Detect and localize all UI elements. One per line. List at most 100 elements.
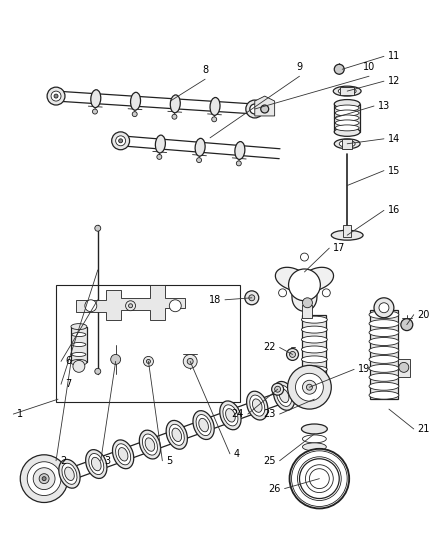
Circle shape (183, 354, 197, 368)
Text: 13: 13 (378, 101, 390, 111)
Text: 16: 16 (388, 205, 400, 215)
Circle shape (237, 161, 241, 166)
Circle shape (246, 100, 264, 118)
Ellipse shape (195, 139, 205, 156)
Ellipse shape (139, 430, 161, 459)
Circle shape (129, 304, 133, 308)
Ellipse shape (369, 346, 399, 354)
Ellipse shape (247, 391, 268, 420)
Ellipse shape (333, 86, 361, 96)
Ellipse shape (142, 434, 158, 455)
Ellipse shape (71, 324, 87, 329)
Ellipse shape (301, 316, 327, 323)
Ellipse shape (301, 356, 327, 363)
Circle shape (401, 319, 413, 330)
Ellipse shape (304, 376, 318, 397)
Ellipse shape (89, 454, 104, 474)
Ellipse shape (369, 337, 399, 345)
Ellipse shape (72, 352, 86, 357)
Circle shape (95, 225, 101, 231)
Polygon shape (276, 267, 334, 311)
Circle shape (116, 136, 126, 146)
Bar (71, 327, 87, 362)
Text: 24: 24 (231, 409, 244, 419)
Ellipse shape (65, 467, 74, 480)
Circle shape (290, 449, 349, 508)
Bar (56, 285, 240, 402)
Text: 17: 17 (333, 243, 346, 253)
Ellipse shape (193, 410, 214, 440)
Ellipse shape (339, 140, 355, 147)
Ellipse shape (306, 379, 316, 393)
Bar (340, 87, 354, 95)
Circle shape (187, 358, 193, 365)
Text: 10: 10 (363, 62, 375, 72)
Circle shape (20, 455, 68, 503)
Ellipse shape (62, 463, 77, 484)
Ellipse shape (145, 438, 155, 451)
Ellipse shape (131, 92, 141, 110)
Ellipse shape (199, 418, 208, 432)
Text: 7: 7 (65, 379, 71, 389)
Ellipse shape (301, 376, 327, 383)
Ellipse shape (169, 424, 184, 446)
Ellipse shape (223, 405, 238, 426)
Ellipse shape (335, 120, 359, 126)
Circle shape (73, 360, 85, 373)
Circle shape (95, 368, 101, 374)
Ellipse shape (335, 105, 359, 111)
Circle shape (275, 386, 281, 392)
Ellipse shape (91, 90, 101, 108)
Circle shape (85, 300, 97, 312)
Ellipse shape (86, 450, 107, 479)
Circle shape (119, 139, 123, 143)
Circle shape (112, 132, 130, 150)
Ellipse shape (331, 230, 363, 240)
Circle shape (399, 362, 409, 373)
Ellipse shape (273, 382, 295, 410)
Circle shape (249, 295, 255, 301)
Circle shape (300, 253, 308, 261)
Ellipse shape (210, 98, 220, 115)
Text: 12: 12 (388, 76, 400, 86)
Circle shape (144, 357, 153, 366)
Ellipse shape (369, 311, 399, 319)
Ellipse shape (250, 395, 265, 416)
Bar (342, 139, 352, 149)
Circle shape (286, 349, 298, 360)
Text: 2: 2 (60, 456, 66, 466)
Circle shape (379, 303, 389, 313)
Circle shape (51, 91, 61, 101)
Bar (343, 225, 351, 237)
Text: 8: 8 (202, 65, 208, 75)
Circle shape (170, 300, 181, 312)
Ellipse shape (301, 366, 327, 373)
Text: 22: 22 (263, 343, 276, 352)
Ellipse shape (92, 457, 101, 471)
Ellipse shape (301, 424, 327, 434)
Ellipse shape (334, 100, 360, 109)
Text: 20: 20 (418, 310, 430, 320)
Circle shape (303, 298, 312, 308)
Text: 1: 1 (17, 409, 23, 419)
Circle shape (146, 359, 150, 364)
Ellipse shape (116, 444, 131, 465)
Circle shape (172, 114, 177, 119)
Bar (334, 104, 360, 132)
Ellipse shape (279, 389, 289, 402)
Circle shape (303, 380, 316, 394)
Ellipse shape (335, 115, 359, 121)
Text: 18: 18 (209, 295, 221, 305)
Bar (370, 310, 398, 399)
Text: 4: 4 (234, 449, 240, 459)
Circle shape (322, 289, 330, 297)
Circle shape (92, 109, 97, 114)
Ellipse shape (301, 326, 327, 333)
Ellipse shape (335, 110, 359, 116)
Ellipse shape (369, 329, 399, 336)
Polygon shape (255, 96, 275, 116)
Ellipse shape (252, 399, 262, 413)
Circle shape (245, 291, 259, 305)
Circle shape (289, 269, 320, 301)
Circle shape (132, 111, 137, 117)
